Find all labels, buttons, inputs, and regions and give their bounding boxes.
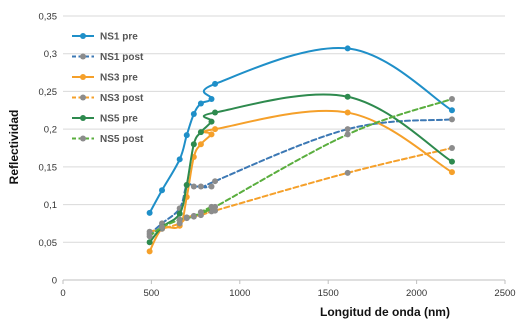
data-point [208, 131, 215, 138]
y-tick-label: 0,3 [44, 49, 57, 60]
legend-label: NS3 post [100, 93, 144, 104]
data-point [190, 111, 197, 118]
data-point [344, 109, 351, 116]
data-point [197, 100, 204, 107]
data-point [146, 248, 153, 255]
data-point [190, 141, 197, 148]
data-point [212, 178, 219, 185]
legend-item-ns5-post: NS5 post [72, 134, 144, 145]
data-point [344, 126, 351, 133]
data-point [176, 210, 183, 217]
data-point [197, 129, 204, 136]
data-point [176, 156, 183, 163]
y-tick-label: 0,15 [39, 162, 58, 173]
data-point [146, 228, 153, 235]
axes: 0 0,05 0,1 0,15 0,2 0,25 0,3 0,35 0 500 1000 1500 20… [39, 12, 516, 300]
data-point [197, 209, 204, 216]
legend-item-ns1-post: NS1 post [72, 52, 144, 63]
legend-label: NS1 pre [100, 32, 138, 43]
data-point [146, 239, 153, 246]
series-line-ns3-pre [148, 109, 453, 253]
data-point [146, 233, 153, 240]
data-point [344, 93, 351, 100]
y-tick-label: 0,25 [39, 87, 58, 98]
legend-label: NS3 pre [100, 73, 138, 84]
x-tick-label: 1500 [318, 288, 339, 299]
y-tick-label: 0 [52, 276, 57, 287]
y-tick-label: 0,2 [44, 125, 57, 136]
data-point [183, 132, 190, 139]
data-point [448, 107, 455, 114]
data-point [176, 216, 183, 223]
y-tick-label: 0,1 [44, 200, 57, 211]
y-tick-label: 0,05 [39, 238, 58, 249]
legend-swatch-marker [80, 53, 86, 60]
data-point [197, 183, 204, 190]
data-point [448, 95, 455, 102]
data-point [212, 126, 219, 133]
legend-swatch-marker [80, 94, 86, 101]
data-point [448, 169, 455, 176]
data-point [344, 169, 351, 176]
x-tick-label: 0 [60, 288, 65, 299]
y-tick-label: 0,35 [39, 12, 58, 23]
data-point [344, 131, 351, 138]
data-point [190, 183, 197, 190]
legend-swatch-marker [80, 135, 86, 142]
data-point [197, 141, 204, 148]
legend-label: NS5 post [100, 134, 144, 145]
data-point [146, 209, 153, 216]
data-point [183, 215, 190, 222]
data-point [448, 116, 455, 123]
legend-swatch-marker [80, 115, 86, 121]
y-axis-title: Reflectividad [7, 110, 21, 185]
gridlines [63, 15, 505, 243]
series-line-ns3-post [148, 147, 453, 233]
data-point [212, 109, 219, 116]
series-ns5-post [146, 95, 455, 240]
data-point [159, 187, 166, 194]
legend-item-ns1-pre: NS1 pre [72, 32, 138, 43]
legend-label: NS1 post [100, 52, 144, 63]
data-point [208, 183, 215, 190]
data-point [344, 45, 351, 52]
legend-item-ns5-pre: NS5 pre [72, 114, 138, 125]
data-point [212, 203, 219, 210]
data-point [183, 181, 190, 188]
x-axis-title: Longitud de onda (nm) [320, 305, 450, 319]
legend-item-ns3-pre: NS3 pre [72, 73, 138, 84]
data-point [159, 224, 166, 231]
legend-label: NS5 pre [100, 114, 138, 125]
x-tick-label: 2000 [406, 288, 427, 299]
data-point [208, 118, 215, 125]
x-tick-label: 1000 [229, 288, 250, 299]
series-ns3-pre [146, 109, 455, 255]
legend: NS1 pre NS1 post NS3 pre NS3 post NS5 pre NS5… [72, 32, 144, 145]
series-ns1-pre [146, 45, 455, 216]
legend-swatch-marker [80, 74, 86, 80]
data-point [190, 213, 197, 220]
legend-swatch-marker [80, 33, 86, 39]
data-point [448, 158, 455, 165]
series-lines [146, 45, 455, 255]
data-point [448, 145, 455, 151]
data-point [208, 95, 215, 102]
data-point [212, 80, 219, 87]
x-tick-label: 2500 [494, 288, 515, 299]
legend-item-ns3-post: NS3 post [72, 93, 144, 104]
x-tick-label: 500 [143, 288, 159, 299]
